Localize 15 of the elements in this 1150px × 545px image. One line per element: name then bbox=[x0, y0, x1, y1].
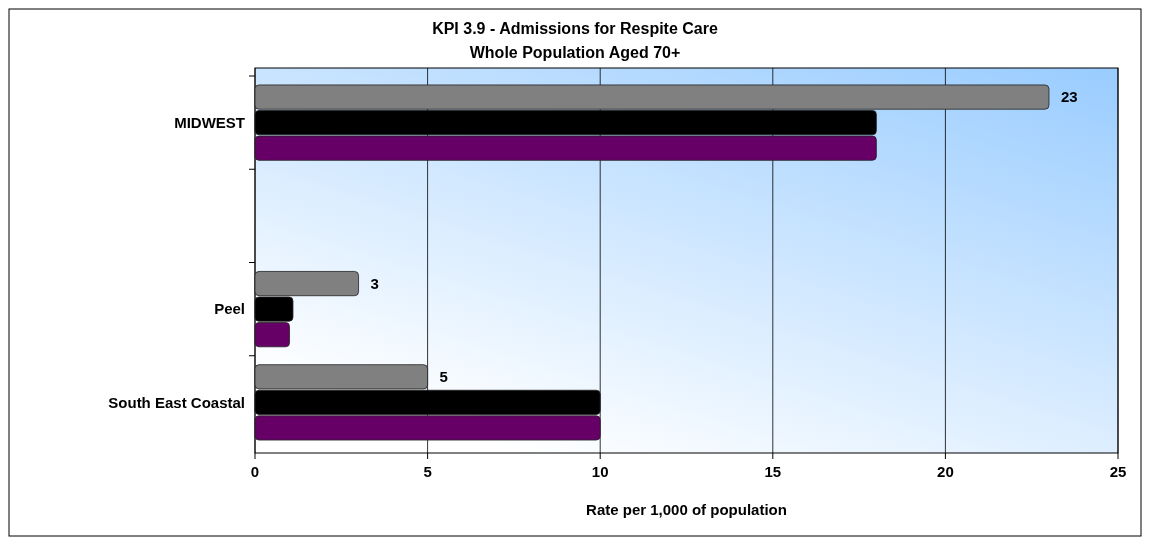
y-tick-label: South East Coastal bbox=[108, 393, 245, 411]
data-label: 5 bbox=[439, 368, 448, 386]
x-tick-label: 10 bbox=[591, 463, 609, 480]
y-tick-label: Peel bbox=[214, 300, 245, 318]
chart-subtitle: Whole Population Aged 70+ bbox=[469, 44, 681, 61]
x-tick-label: 20 bbox=[937, 463, 954, 480]
x-tick-label: 0 bbox=[250, 463, 260, 480]
x-tick-label: 5 bbox=[423, 463, 432, 480]
x-tick-label: 25 bbox=[1109, 463, 1127, 480]
x-axis-title: Rate per 1,000 of population bbox=[586, 501, 787, 518]
x-tick-label: 15 bbox=[764, 463, 782, 480]
chart-title: KPI 3.9 - Admissions for Respite Care bbox=[432, 20, 718, 37]
y-tick-label: MIDWEST bbox=[174, 113, 245, 131]
data-label: 23 bbox=[1060, 88, 1078, 106]
data-label: 3 bbox=[370, 274, 379, 292]
